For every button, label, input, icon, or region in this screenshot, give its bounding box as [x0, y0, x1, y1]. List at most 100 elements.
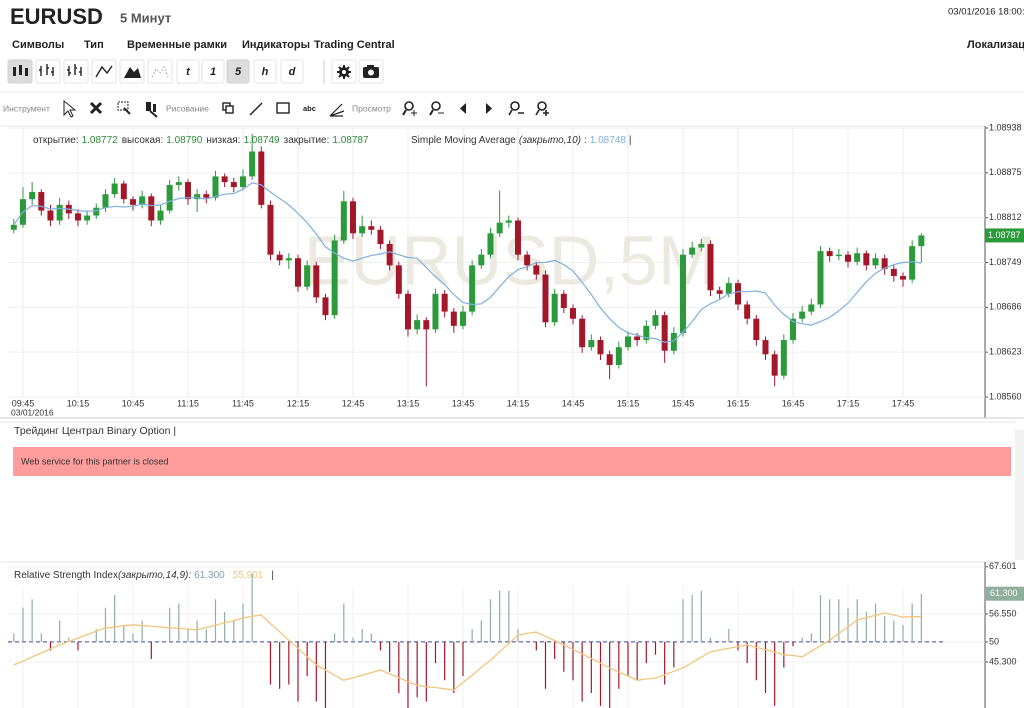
copy-tool[interactable] — [222, 102, 234, 114]
fit-tool[interactable] — [535, 101, 549, 116]
candle-body — [524, 254, 531, 266]
candle-body — [679, 254, 686, 333]
candle-body — [698, 243, 705, 248]
candle-body — [909, 246, 916, 280]
candle-body — [212, 176, 219, 198]
candle-body — [313, 265, 320, 298]
candle-body — [359, 226, 366, 234]
menu-item[interactable]: Тип — [84, 39, 104, 51]
x-tick-label: 10:15 — [67, 398, 90, 408]
candle-body — [74, 213, 81, 221]
rsi-badge-label: 61.300 — [990, 588, 1018, 598]
x-tick-label: 17:45 — [892, 398, 915, 408]
candle-body — [579, 318, 586, 348]
candle-body — [643, 325, 650, 341]
legend-params: (закрыто,10) — [519, 135, 581, 146]
candle-body — [808, 304, 815, 312]
candle-body — [542, 274, 549, 323]
line-tool[interactable] — [249, 102, 263, 116]
candle-body — [890, 268, 897, 277]
menu-item[interactable]: Локализация — [967, 39, 1024, 51]
select-tool[interactable] — [117, 101, 131, 115]
x-tick-label: 11:45 — [232, 398, 254, 408]
sma-legend: Simple Moving Average (закрыто,10):1.0874… — [411, 135, 632, 146]
watermark: EURUSD,5M — [304, 221, 716, 299]
menu-item[interactable]: Индикаторы — [242, 39, 310, 51]
legend-label: открытие: — [33, 135, 79, 146]
candle-body — [175, 182, 182, 185]
candle-body — [780, 340, 787, 376]
ohlc-button[interactable] — [63, 59, 89, 84]
candle-body — [322, 297, 329, 316]
section-label: Просмотр — [352, 103, 391, 113]
select-all-tool[interactable] — [146, 102, 158, 118]
icon — [95, 65, 113, 78]
dots-button[interactable] — [147, 59, 173, 84]
timeframe-button[interactable] — [280, 59, 304, 84]
legend-separator: | — [629, 135, 632, 146]
candle-body — [606, 354, 613, 365]
legend-separator: : — [584, 135, 587, 146]
candle-body — [139, 196, 146, 205]
symbol: EURUSD — [10, 4, 103, 29]
candle-body — [496, 222, 503, 234]
candle-body — [331, 240, 338, 316]
text-tool[interactable]: abc — [303, 104, 316, 113]
legend-value: 1.08749 — [243, 135, 280, 146]
candle-body — [771, 354, 778, 376]
scroll-right-tool[interactable] — [486, 103, 492, 114]
candle-body — [340, 201, 347, 241]
price-badge-label: 1.08787 — [988, 230, 1021, 240]
menu-item[interactable]: Trading Central — [314, 39, 395, 51]
candle-body — [459, 311, 466, 326]
icon — [13, 65, 28, 76]
menu-item[interactable]: Символы — [12, 39, 64, 51]
legend-value: 1.08790 — [166, 135, 203, 146]
candle-body — [799, 311, 806, 319]
zoom-reset-tool[interactable] — [508, 101, 524, 116]
scroll-left-tool[interactable] — [460, 103, 466, 114]
x-tick-label: 10:45 — [122, 398, 145, 408]
candle-body — [514, 220, 521, 255]
candle-body — [157, 210, 164, 221]
timeframe-button[interactable] — [176, 59, 200, 84]
delete-tool[interactable] — [89, 101, 103, 115]
line-button[interactable] — [91, 59, 117, 84]
zoom-in-tool[interactable] — [402, 101, 417, 116]
candle-body — [560, 293, 567, 309]
fan-tool[interactable] — [329, 103, 345, 117]
timeframe-button[interactable] — [201, 59, 225, 84]
candle-body — [404, 293, 411, 330]
chart-type-toolbar — [7, 59, 384, 84]
candle-body — [386, 243, 393, 266]
candle-body — [441, 293, 448, 312]
candle-body — [597, 340, 604, 355]
x-tick-label: 16:45 — [782, 398, 805, 408]
candle-body — [304, 265, 311, 287]
candle-body — [762, 340, 769, 355]
scrollbar[interactable] — [1015, 430, 1024, 560]
timeframe-toolbar: t 1 5 h d — [176, 59, 304, 84]
candle-body — [423, 320, 430, 330]
pointer-tool[interactable] — [63, 99, 77, 118]
candle-body — [84, 215, 91, 221]
ohlc-legend: открытие: 1.08772 высокая: 1.08790 низкая: 1.… — [33, 135, 369, 146]
zoom-out-tool[interactable] — [429, 101, 444, 116]
legend-value: 1.08787 — [332, 135, 369, 146]
rect-tool[interactable] — [276, 102, 290, 114]
candle-body — [918, 235, 925, 247]
candle-body — [817, 251, 824, 305]
candle-body — [835, 254, 842, 257]
candle-body — [148, 196, 155, 221]
candle-body — [753, 318, 760, 341]
bars-button[interactable] — [35, 59, 61, 84]
candle-body — [734, 283, 741, 305]
candle-body — [10, 224, 17, 230]
timeframe-button[interactable] — [226, 59, 250, 84]
menu-item[interactable]: Временные рамки — [127, 39, 227, 51]
candle-body — [569, 308, 576, 319]
timeframe-button[interactable] — [253, 59, 277, 84]
y-tick-label: 1.08749 — [989, 257, 1022, 267]
candle-body — [899, 276, 906, 280]
